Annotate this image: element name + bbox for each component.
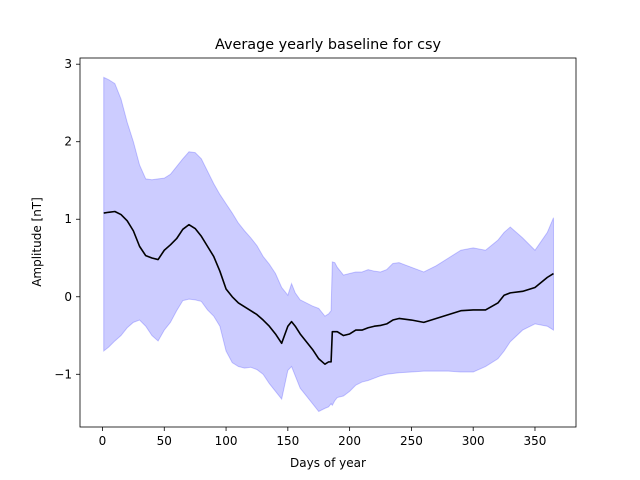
y-tick-label: 2 xyxy=(64,135,72,149)
axes-frame xyxy=(79,57,577,428)
y-axis-ticks: −1 0 1 2 3 xyxy=(54,57,80,381)
y-tick-label: 3 xyxy=(64,57,72,71)
mean-line xyxy=(103,210,554,366)
x-tick-label: 300 xyxy=(462,434,485,448)
x-axis-label: Days of year xyxy=(290,456,366,470)
chart-title: Average yearly baseline for csy xyxy=(215,37,441,53)
x-tick-label: 250 xyxy=(400,434,423,448)
x-tick-label: 150 xyxy=(276,434,299,448)
x-tick-label: 200 xyxy=(338,434,361,448)
x-tick-label: 350 xyxy=(524,434,547,448)
x-tick-label: 0 xyxy=(99,434,107,448)
x-tick-label: 100 xyxy=(215,434,238,448)
x-tick-label: 50 xyxy=(157,434,172,448)
y-axis-label: Amplitude [nT] xyxy=(30,197,44,287)
x-axis-ticks: 0 50 100 150 200 250 300 350 xyxy=(99,427,547,448)
confidence-band xyxy=(103,76,555,413)
y-tick-label: −1 xyxy=(54,367,72,381)
y-tick-label: 0 xyxy=(64,290,72,304)
plot-area xyxy=(103,76,555,413)
y-tick-label: 1 xyxy=(64,212,72,226)
